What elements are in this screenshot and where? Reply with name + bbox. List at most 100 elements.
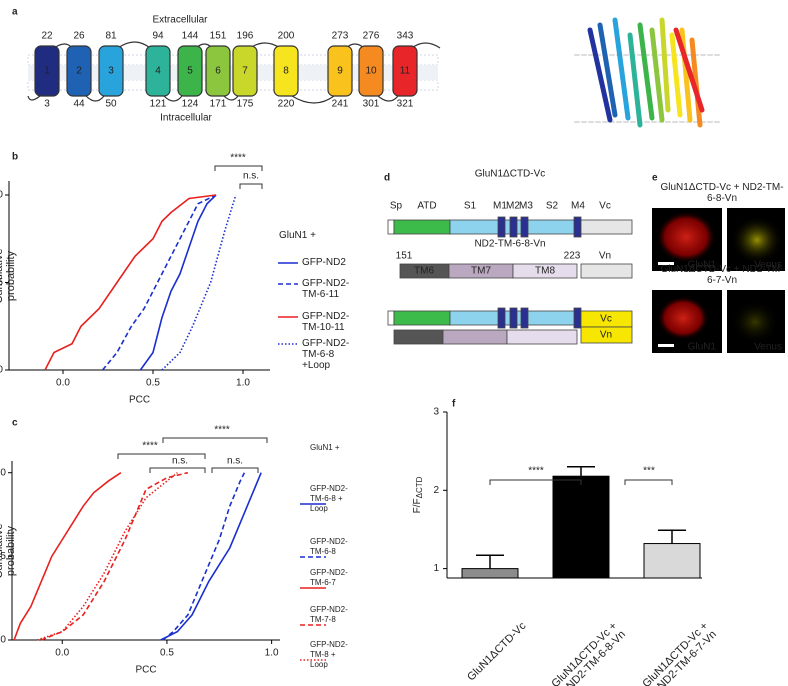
sig-label: ****	[142, 441, 158, 452]
panel-label: e	[652, 173, 658, 184]
residue-label: 223	[564, 251, 581, 262]
residue-label: 276	[363, 31, 380, 42]
bar	[552, 475, 610, 579]
helix	[232, 45, 258, 97]
y-axis-label: Cumulative probability	[0, 522, 17, 579]
domain-label: Vn	[599, 251, 611, 262]
helix	[205, 45, 231, 97]
x-tick-label: 1.0	[265, 648, 279, 659]
bar	[643, 543, 701, 579]
sig-label: n.s.	[243, 171, 259, 182]
y-tick-label: 1.0	[0, 190, 3, 201]
image-title: GluN1ΔCTD-Vc + ND2-TM-6-7-Vn	[660, 264, 784, 286]
residue-label: 151	[396, 251, 413, 262]
domain-label: TM7	[471, 266, 491, 277]
legend-label: GFP-ND2-TM-8 + Loop	[310, 640, 348, 669]
helix-label: 10	[365, 66, 377, 77]
sig-bracket	[211, 467, 259, 473]
domain-label: Sp	[390, 201, 403, 212]
helix	[66, 45, 92, 97]
helix	[358, 45, 384, 97]
cdf-line	[41, 471, 189, 641]
sig-label: ****	[214, 425, 230, 436]
x-tick-label: 0.5	[160, 648, 174, 659]
y-axis-label: F/FΔCTD	[412, 476, 424, 513]
x-axis-label: PCC	[135, 665, 156, 676]
panel-label: c	[12, 418, 18, 429]
micrographs	[652, 208, 785, 353]
residue-label: 144	[182, 31, 199, 42]
residue-label: 273	[332, 31, 349, 42]
residue-label: 220	[278, 99, 295, 110]
residue-label: 196	[237, 31, 254, 42]
residue-label: 301	[363, 99, 380, 110]
legend-label: GFP-ND2-TM-6-11	[302, 278, 350, 300]
helix	[273, 45, 299, 97]
panel-label: b	[12, 152, 18, 163]
cdf-line	[36, 472, 178, 641]
protein-structure	[574, 17, 723, 128]
residue-label: 81	[105, 31, 117, 42]
legend-label: GFP-ND2-TM-6-8	[310, 537, 348, 556]
helix-label: 5	[187, 66, 193, 77]
helix-label: 1	[44, 66, 50, 77]
residue-label: 94	[152, 31, 164, 42]
residue-label: 22	[41, 31, 53, 42]
helix-label: 2	[76, 66, 82, 77]
region-label: Extracellular	[152, 15, 208, 26]
legend-label: GFP-ND2-TM-6-7	[310, 568, 348, 587]
helix-label: 8	[283, 66, 289, 77]
sig-label: ****	[230, 153, 246, 164]
domain-label: TM8	[535, 266, 555, 277]
sig-bracket	[162, 437, 268, 443]
bar	[461, 568, 519, 579]
sig-label: ***	[643, 466, 655, 477]
legend-label: GFP-ND2-TM-6-8 + Loop	[310, 484, 348, 513]
helix	[145, 45, 171, 97]
residue-label: 44	[73, 99, 85, 110]
legend-label: GFP-ND2-TM-7-8	[310, 605, 348, 624]
x-tick-label: 0.0	[56, 378, 70, 389]
legend-label: GFP-ND2-TM-10-11	[302, 311, 350, 333]
panel-label: f	[452, 399, 456, 410]
domain-label: S1	[464, 201, 477, 212]
domain-label: S2	[546, 201, 559, 212]
domain-label: TM6	[414, 266, 434, 277]
helix	[34, 45, 60, 97]
y-tick-label: 1	[433, 563, 439, 574]
domain-label: ATD	[417, 201, 436, 212]
y-axis-label-sub: ΔCTD	[415, 476, 424, 498]
y-tick-label: 1.0	[0, 467, 6, 478]
residue-label: 321	[397, 99, 414, 110]
cdf-line	[162, 472, 246, 641]
helix	[177, 45, 203, 97]
cdf-line	[161, 194, 237, 371]
residue-label: 343	[397, 31, 414, 42]
legend-label: GFP-ND2-TM-6-8 +Loop	[302, 338, 350, 371]
y-tick-label: 0.5	[0, 551, 6, 562]
x-tick-label: 0.0	[55, 648, 69, 659]
helix	[392, 45, 418, 97]
domain-label: M3	[519, 201, 533, 212]
cdf-line	[139, 194, 217, 371]
sig-bracket	[149, 467, 206, 473]
sig-bracket	[624, 479, 673, 485]
helix-label: 3	[108, 66, 114, 77]
legend-label: GFP-ND2	[302, 257, 346, 268]
helix-label: 4	[155, 66, 161, 77]
channel-label: Venus	[754, 342, 782, 353]
fusion-label: Vc	[600, 314, 612, 325]
residue-label: 151	[210, 31, 227, 42]
y-tick-label: 2	[433, 485, 439, 496]
y-axis-label-main: F/F	[412, 498, 423, 513]
sig-bracket	[489, 479, 582, 485]
cdf-line	[13, 472, 122, 641]
sig-bracket	[214, 165, 263, 171]
construct-title: ND2-TM-6-8-Vn	[474, 239, 545, 250]
channel-label: GluN1	[688, 260, 717, 271]
residue-label: 171	[210, 99, 227, 110]
cdf-line	[44, 194, 217, 371]
y-tick-label: 3	[433, 407, 439, 418]
construct-title: GluN1ΔCTD-Vc	[475, 169, 546, 180]
